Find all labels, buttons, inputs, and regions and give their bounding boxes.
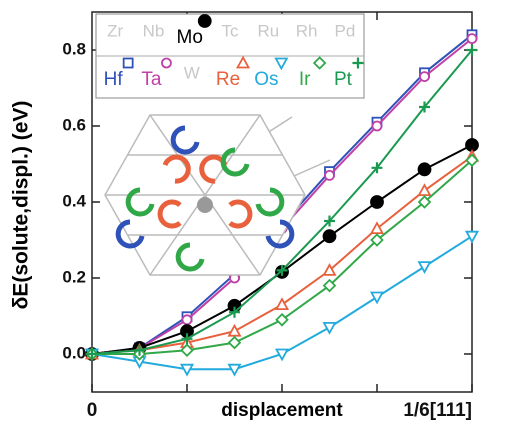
legend-label: Pt (334, 69, 353, 90)
inactive-label: Zr (107, 21, 123, 40)
marker (229, 337, 240, 348)
marker (419, 262, 430, 272)
marker (183, 315, 192, 324)
marker (324, 230, 336, 242)
x-tick-label: 0 (87, 400, 98, 421)
legend-label: Hf (104, 69, 124, 90)
y-tick-label: 0.8 (62, 39, 86, 58)
marker (325, 171, 334, 180)
legend-label: Ir (299, 69, 311, 90)
inactive-label: W (184, 63, 200, 82)
y-axis-label: δE(solute,displ.) (eV) (10, 101, 33, 310)
marker (229, 326, 240, 336)
y-tick-label: 0.6 (62, 115, 86, 134)
marker (467, 232, 478, 242)
legend-label: Mo (177, 27, 203, 48)
marker (373, 122, 382, 131)
inactive-label: Pd (335, 21, 356, 40)
marker (199, 15, 211, 27)
marker (419, 163, 431, 175)
x-tick-label: 1/6[111] (403, 400, 472, 421)
marker (420, 72, 429, 81)
inactive-label: Rh (296, 21, 318, 40)
y-tick-label: 0.2 (62, 267, 86, 286)
chart: δE(solute,displ.) (eV) displacement 0.0 0… (0, 0, 526, 427)
x-axis-label: displacement (221, 400, 343, 421)
page: {"chart_data": {"type": "line", "x_label… (0, 0, 526, 427)
inactive-label: Nb (143, 21, 165, 40)
inactive-label: Tc (222, 21, 240, 40)
lattice-diagram (105, 115, 305, 275)
marker (324, 323, 335, 333)
marker (468, 34, 477, 43)
inactive-label: Ru (257, 21, 279, 40)
legend-label: Re (216, 69, 240, 90)
y-tick-label: 0.0 (62, 343, 86, 362)
marker (371, 196, 383, 208)
legend-label: Ta (141, 69, 162, 90)
marker (372, 293, 383, 303)
legend-label: Os (254, 69, 278, 90)
y-tick-label: 0.4 (62, 191, 86, 210)
